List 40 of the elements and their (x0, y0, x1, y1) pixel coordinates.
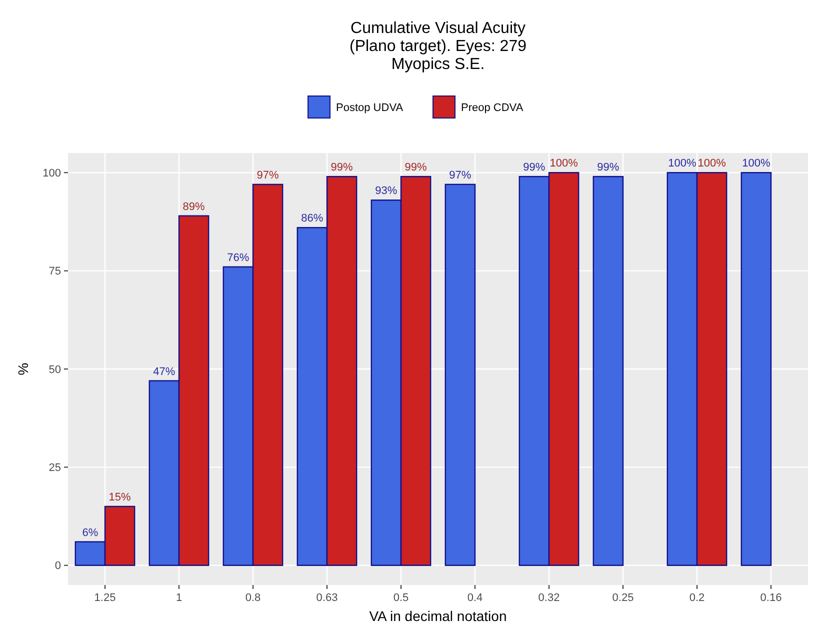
data-label: 86% (301, 212, 324, 225)
legend-label: Postop UDVA (336, 102, 404, 114)
y-tick-label: 0 (54, 560, 61, 572)
data-label: 89% (182, 200, 206, 213)
data-label: 76% (227, 252, 250, 264)
x-tick-label: 0.2 (689, 592, 705, 604)
x-tick-label: 1.25 (94, 592, 116, 604)
y-tick-label: 100 (42, 167, 61, 180)
bar (444, 184, 476, 566)
y-tick-label: 50 (48, 364, 61, 376)
y-axis-title: % (15, 362, 31, 376)
x-tick-label: 0.8 (245, 592, 261, 604)
x-tick-label: 0.4 (467, 592, 483, 604)
data-label: 97% (449, 169, 472, 182)
x-tick-label: 0.63 (316, 592, 338, 604)
data-label: 99% (330, 162, 354, 174)
legend-label: Preop CDVA (461, 102, 524, 114)
data-label: 97% (256, 169, 280, 182)
data-label: 100% (698, 158, 726, 170)
y-tick-label: 25 (48, 462, 61, 474)
data-label: 93% (375, 185, 398, 198)
x-tick-label: 0.5 (393, 592, 409, 604)
x-tick-label: 0.25 (612, 592, 634, 604)
x-tick-label: 1 (176, 592, 182, 604)
data-label: 15% (108, 491, 132, 504)
y-tick-label: 75 (48, 266, 61, 278)
data-label: 6% (82, 526, 98, 539)
data-label: 99% (404, 162, 428, 174)
data-label: 99% (597, 162, 620, 174)
bar (740, 172, 772, 566)
x-tick-label: 0.16 (760, 592, 782, 604)
data-label: 100% (742, 158, 770, 170)
x-axis-title: VA in decimal notation (369, 608, 507, 624)
data-label: 99% (523, 162, 546, 174)
data-label: 47% (153, 366, 176, 378)
bar (592, 176, 624, 566)
data-label: 100% (550, 158, 578, 170)
chart-title: Cumulative Visual Acuity (Plano target). Eyes: 279 Myopics S.E. (350, 20, 527, 73)
data-label: 100% (668, 158, 696, 170)
x-tick-label: 0.32 (538, 592, 560, 604)
